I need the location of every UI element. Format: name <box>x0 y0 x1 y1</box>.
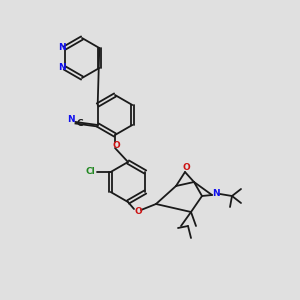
Text: O: O <box>182 163 190 172</box>
Text: N: N <box>58 43 65 52</box>
Text: O: O <box>112 142 120 151</box>
Text: N: N <box>212 190 220 199</box>
Text: O: O <box>134 208 142 217</box>
Text: C: C <box>76 118 83 127</box>
Text: Cl: Cl <box>86 167 96 176</box>
Text: N: N <box>58 64 65 73</box>
Text: N: N <box>67 116 74 124</box>
